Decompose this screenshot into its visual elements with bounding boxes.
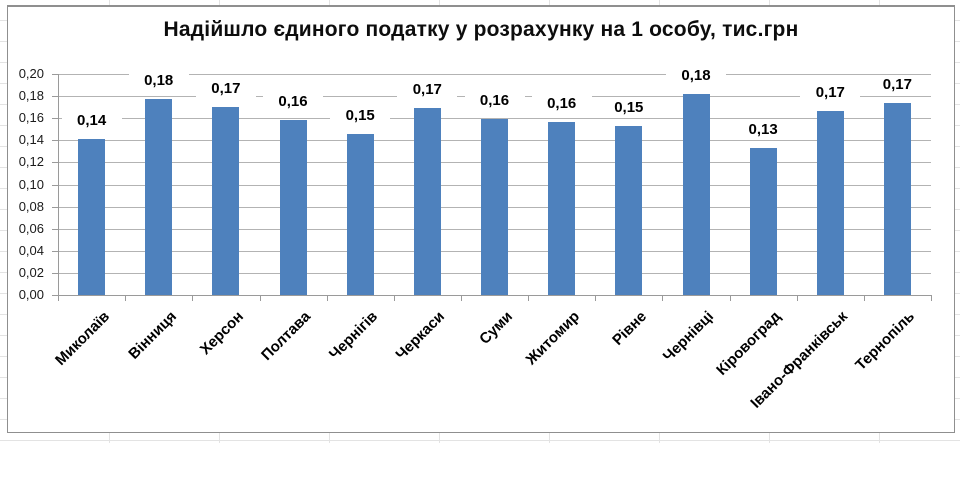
x-axis-line — [58, 295, 932, 296]
bar-value-label: 0,16 — [531, 94, 592, 113]
bar[interactable] — [78, 139, 106, 295]
y-axis-tick — [52, 74, 58, 75]
x-axis-tick — [796, 295, 798, 301]
bar-value-label: 0,17 — [195, 80, 256, 99]
y-axis-tick-label: 0,08 — [18, 199, 44, 214]
y-axis-tick — [52, 273, 58, 274]
y-axis-tick-label: 0,14 — [18, 132, 44, 147]
y-axis-tick — [52, 251, 58, 252]
y-axis-tick — [52, 185, 58, 186]
y-axis-tick — [52, 118, 58, 119]
gridline — [58, 74, 931, 75]
y-axis-tick — [52, 96, 58, 97]
bar-value-label: 0,13 — [733, 121, 794, 139]
y-axis-tick — [52, 295, 58, 296]
y-axis-tick — [52, 229, 58, 230]
y-axis-line — [58, 74, 59, 295]
y-axis-tick-label: 0,00 — [18, 287, 44, 302]
x-axis-tick — [863, 295, 865, 301]
bar[interactable] — [615, 125, 643, 295]
y-axis-tick-label: 0,20 — [18, 66, 44, 81]
y-axis-tick — [52, 162, 58, 163]
x-axis-tick — [393, 295, 395, 301]
chart-object[interactable]: Надійшло єдиного податку у розрахунку на… — [7, 5, 955, 433]
y-axis-tick-label: 0,16 — [18, 110, 44, 125]
y-axis-tick-label: 0,12 — [18, 154, 44, 169]
bar[interactable] — [548, 121, 576, 295]
x-axis-tick — [931, 295, 932, 301]
y-axis-tick-label: 0,02 — [18, 265, 44, 280]
y-axis-tick — [52, 140, 58, 141]
x-axis-tick — [662, 295, 664, 301]
bar-value-label: 0,17 — [867, 75, 928, 94]
bar-value-label: 0,17 — [397, 81, 458, 100]
gridline — [58, 118, 931, 119]
chart-title: Надійшло єдиного податку у розрахунку на… — [163, 18, 799, 41]
x-axis-tick — [192, 295, 194, 301]
x-axis-tick — [326, 295, 328, 301]
bar[interactable] — [883, 102, 911, 295]
bar-value-label: 0,15 — [330, 106, 391, 125]
bar[interactable] — [749, 148, 777, 295]
bar-value-label: 0,16 — [464, 92, 525, 111]
bar[interactable] — [816, 110, 844, 295]
bar-value-label: 0,17 — [800, 83, 861, 102]
y-axis-tick-label: 0,18 — [18, 88, 44, 103]
x-axis-tick — [259, 295, 261, 301]
x-axis-tick — [729, 295, 731, 301]
bar-value-label: 0,18 — [666, 66, 726, 85]
bar[interactable] — [682, 93, 710, 295]
bar[interactable] — [413, 108, 441, 295]
y-axis-tick-label: 0,06 — [18, 221, 44, 236]
x-axis-tick — [595, 295, 597, 301]
x-axis-tick — [58, 295, 59, 301]
bar-value-label: 0,15 — [598, 98, 659, 117]
y-axis-tick-label: 0,04 — [18, 243, 44, 258]
x-axis-tick — [528, 295, 530, 301]
y-axis-tick-label: 0,10 — [18, 177, 44, 192]
bar-value-label: 0,16 — [263, 93, 323, 112]
y-axis-tick — [52, 207, 58, 208]
bar-value-label: 0,18 — [128, 72, 189, 91]
bar[interactable] — [279, 120, 307, 295]
x-axis-tick — [460, 295, 462, 301]
bar[interactable] — [481, 119, 508, 295]
bar[interactable] — [212, 107, 240, 295]
bar-value-label: 0,14 — [61, 112, 122, 131]
bar[interactable] — [346, 133, 374, 295]
bar[interactable] — [145, 99, 173, 295]
x-axis-tick — [125, 295, 127, 301]
